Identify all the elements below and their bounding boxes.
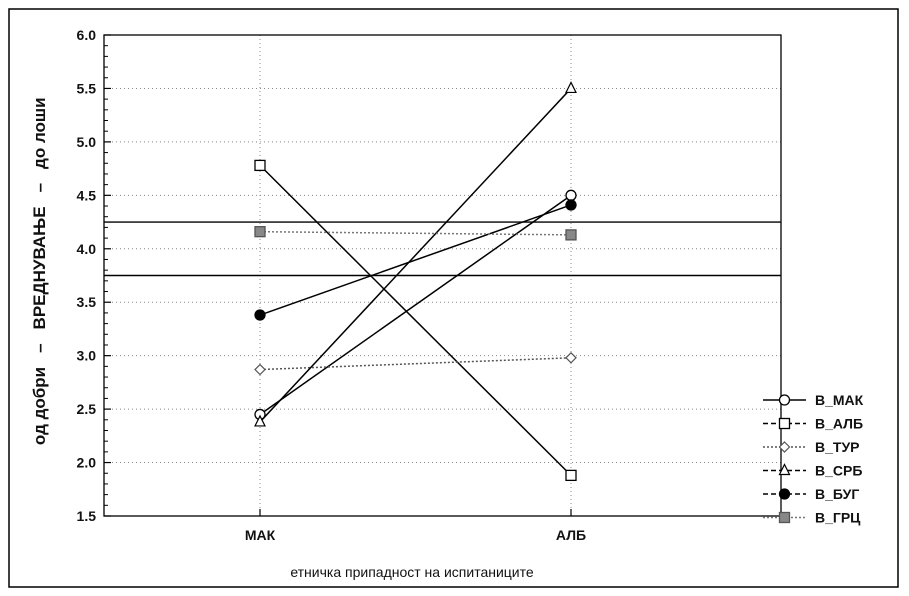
data-point-В_АЛБ — [254, 159, 266, 172]
y-axis-title: од добри – ВРЕДНУВАЊЕ – до лоши — [30, 64, 49, 487]
legend-marker-В_МАК — [778, 394, 791, 406]
y-tick-label: 6.0 — [77, 27, 97, 43]
data-point-В_АЛБ — [565, 469, 577, 482]
y-tick-label: 2.0 — [77, 455, 97, 471]
y-tick-label: 2.5 — [77, 401, 97, 417]
y-tick-label: 1.5 — [77, 508, 97, 524]
data-point-В_БУГ — [565, 199, 577, 211]
y-tick-label: 3.5 — [77, 294, 97, 310]
legend-label-В_ТУР: В_ТУР — [815, 439, 860, 455]
legend-label-В_МАК: В_МАК — [815, 392, 864, 408]
legend-label-В_АЛБ: В_АЛБ — [815, 416, 863, 432]
legend-label-В_ГРЦ: В_ГРЦ — [815, 510, 861, 526]
series-line-В_АЛБ — [259, 164, 572, 476]
axis-ticks: 1.5 2.0 2.5 3.0 3.5 4.0 4.5 5.0 5.5 6.0 МАК АЛБ — [77, 27, 587, 543]
series-line-В_БУГ — [259, 204, 572, 316]
data-point-В_СРБ — [254, 414, 266, 427]
reference-lines — [104, 221, 781, 277]
legend-label-В_СРБ: В_СРБ — [815, 463, 862, 479]
legend-marker-В_ТУР — [778, 441, 791, 453]
data-point-В_БУГ — [254, 309, 266, 321]
series-line-В_ТУР — [259, 357, 572, 371]
legend-marker-В_СРБ — [778, 463, 791, 476]
legend-marker-В_БУГ — [778, 488, 791, 500]
data-point-В_МАК — [565, 189, 577, 201]
y-axis-title-dash2: – — [30, 183, 49, 192]
y-tick-label: 5.5 — [77, 80, 97, 96]
x-axis-title: етничка припадност на испитаниците — [290, 564, 534, 580]
x-category-label: АЛБ — [556, 527, 586, 543]
plot-area-frame — [103, 34, 782, 517]
series-line-В_ГРЦ — [259, 230, 572, 236]
y-axis-title-part3: до лоши — [30, 97, 49, 168]
data-point-В_ГРЦ — [254, 226, 266, 238]
data-point-В_ГРЦ — [565, 229, 577, 241]
y-tick-label: 4.0 — [77, 241, 97, 257]
series-lines — [259, 87, 572, 476]
series-line-В_СРБ — [259, 87, 572, 423]
grid — [104, 35, 781, 516]
y-tick-label: 5.0 — [77, 134, 97, 150]
y-axis-title-part1: од добри — [30, 367, 49, 445]
svg-text:од добри–ВРЕДНУВАЊЕ–до лоши: од добри – ВРЕДНУВАЊЕ – до лоши — [30, 64, 49, 487]
series-markers — [254, 81, 577, 482]
y-axis-title-dash1: – — [30, 343, 49, 352]
y-axis-title-part2: ВРЕДНУВАЊЕ — [30, 206, 49, 329]
figure-border — [8, 8, 899, 588]
legend: В_МАК В_АЛБ В_ТУР В_СРБ В_БУГ В_ГРЦ — [763, 392, 864, 526]
data-point-В_ТУР — [565, 351, 577, 364]
data-point-В_ТУР — [254, 363, 266, 376]
legend-marker-В_АЛБ — [778, 417, 791, 430]
legend-label-В_БУГ: В_БУГ — [815, 486, 859, 502]
y-tick-label: 3.0 — [77, 348, 97, 364]
series-line-В_МАК — [259, 194, 572, 416]
legend-marker-В_ГРЦ — [778, 511, 791, 524]
data-point-В_СРБ — [565, 81, 577, 94]
x-category-label: МАК — [245, 527, 276, 543]
y-tick-label: 4.5 — [77, 187, 97, 203]
